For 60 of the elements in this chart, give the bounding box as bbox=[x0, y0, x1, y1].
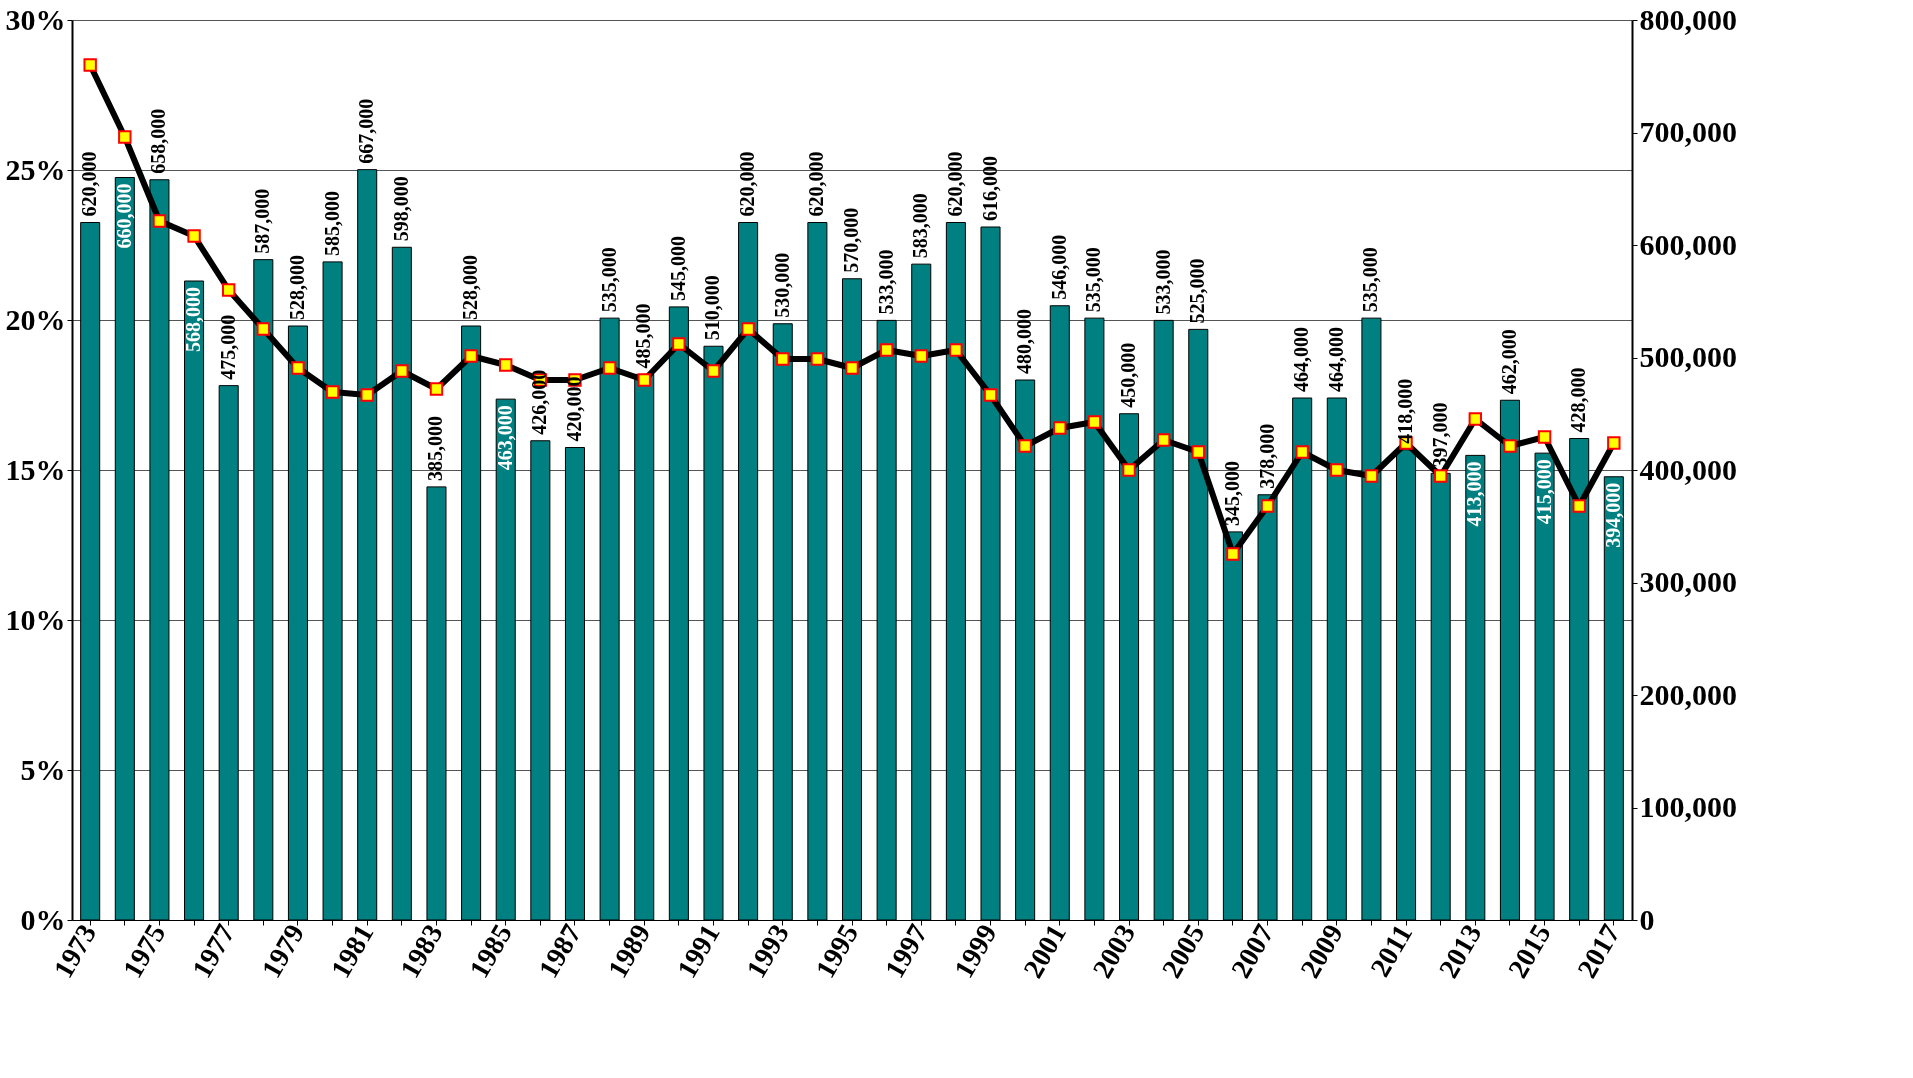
data-label: 583,000 bbox=[909, 193, 932, 259]
data-label: 450,000 bbox=[1117, 342, 1140, 408]
data-label: 568,000 bbox=[182, 287, 205, 352]
data-label: 533,000 bbox=[874, 249, 897, 315]
data-label: 598,000 bbox=[389, 176, 412, 242]
data-label: 535,000 bbox=[1359, 247, 1382, 313]
y-tick-label: 30% bbox=[5, 2, 66, 36]
y-tick-label: 10% bbox=[5, 602, 66, 636]
data-label: 394,000 bbox=[1601, 482, 1624, 548]
data-label: 464,000 bbox=[1324, 327, 1347, 392]
data-label: 620,000 bbox=[736, 151, 759, 217]
data-label: 535,000 bbox=[1082, 247, 1105, 313]
data-label: 528,000 bbox=[459, 255, 482, 320]
y2-tick-label: 100,000 bbox=[1639, 790, 1737, 823]
data-label: 510,000 bbox=[701, 275, 724, 341]
data-label: 415,000 bbox=[1532, 459, 1555, 525]
data-label: 667,000 bbox=[355, 98, 378, 164]
y-tick-label: 25% bbox=[5, 152, 66, 186]
y2-tick-label: 500,000 bbox=[1639, 340, 1737, 373]
y2-tick-label: 300,000 bbox=[1639, 565, 1737, 598]
data-label: 463,000 bbox=[493, 405, 516, 471]
y2-tick-label: 0 bbox=[1639, 902, 1655, 936]
data-label: 385,000 bbox=[424, 415, 447, 481]
data-label: 485,000 bbox=[632, 303, 655, 369]
y2-tick-label: 700,000 bbox=[1639, 115, 1737, 148]
data-label: 587,000 bbox=[251, 188, 274, 254]
data-label: 545,000 bbox=[666, 235, 689, 301]
data-label: 464,000 bbox=[1290, 327, 1313, 392]
data-label: 480,000 bbox=[1013, 309, 1036, 374]
data-label: 535,000 bbox=[597, 247, 620, 313]
data-label: 585,000 bbox=[320, 190, 343, 256]
y2-tick-label: 200,000 bbox=[1639, 677, 1737, 711]
y2-tick-label: 800,000 bbox=[1639, 2, 1737, 36]
data-label: 546,000 bbox=[1047, 234, 1070, 300]
data-label: 620,000 bbox=[943, 151, 966, 217]
data-label: 475,000 bbox=[216, 314, 239, 380]
data-label: 616,000 bbox=[978, 156, 1001, 221]
y-tick-label: 15% bbox=[5, 452, 66, 486]
data-label: 525,000 bbox=[1186, 258, 1209, 324]
data-label: 420,000 bbox=[562, 376, 585, 442]
data-label: 462,000 bbox=[1497, 329, 1520, 395]
data-label: 426,000 bbox=[528, 369, 551, 435]
data-label: 660,000 bbox=[112, 183, 135, 249]
data-label: 378,000 bbox=[1255, 423, 1278, 489]
data-label: 413,000 bbox=[1463, 461, 1486, 527]
y2-tick-label: 600,000 bbox=[1639, 227, 1737, 261]
y-tick-label: 20% bbox=[5, 302, 66, 336]
data-label: 570,000 bbox=[840, 207, 862, 273]
data-label: 397,000 bbox=[1428, 402, 1451, 468]
data-label: 533,000 bbox=[1151, 249, 1174, 315]
data-label: 620,000 bbox=[78, 151, 101, 217]
y2-tick-label: 400,000 bbox=[1639, 452, 1737, 486]
data-label: 345,000 bbox=[1220, 460, 1243, 526]
y-tick-label: 5% bbox=[20, 752, 66, 786]
data-label: 428,000 bbox=[1567, 367, 1590, 433]
data-label: 658,000 bbox=[147, 108, 170, 174]
data-label: 530,000 bbox=[770, 252, 793, 318]
data-label: 620,000 bbox=[805, 151, 828, 217]
data-label: 418,000 bbox=[1394, 378, 1417, 444]
data-label: 528,000 bbox=[285, 255, 308, 320]
